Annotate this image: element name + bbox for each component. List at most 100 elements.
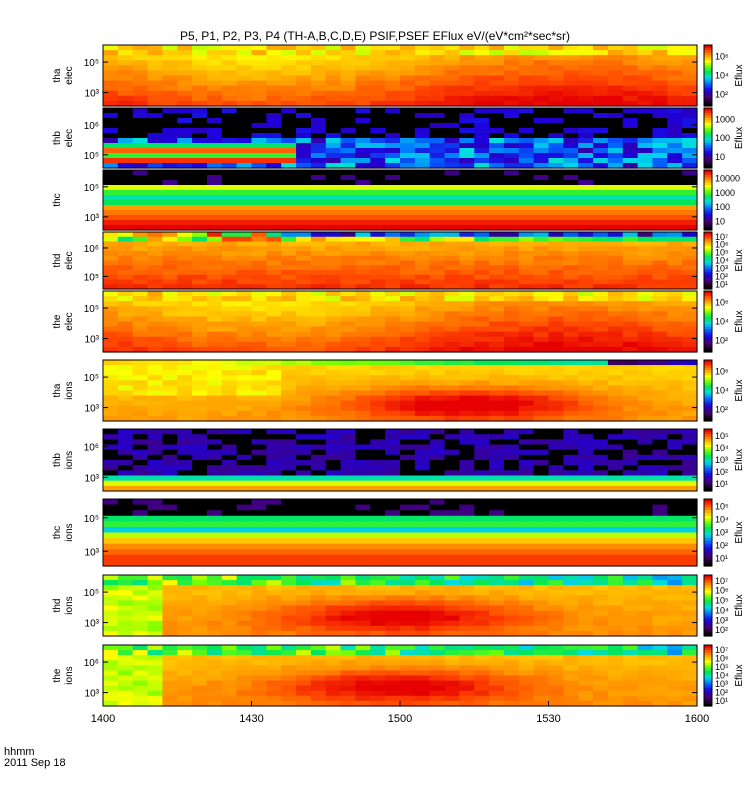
heatmap-cell [177, 360, 193, 366]
heatmap-cell [682, 255, 698, 262]
heatmap-cell [325, 284, 342, 290]
heatmap-cell [236, 434, 253, 440]
heatmap-cell [325, 475, 342, 482]
heatmap-cell [325, 50, 342, 56]
heatmap-cell [117, 175, 134, 181]
heatmap-cell [221, 100, 238, 107]
heatmap-cell [281, 400, 297, 407]
heatmap-cell [548, 301, 564, 307]
heatmap-cell [162, 346, 178, 353]
heatmap-cell [206, 460, 223, 466]
heatmap-cell [533, 390, 550, 397]
heatmap-cell [607, 50, 624, 56]
heatmap-cell [296, 246, 312, 252]
heatmap-cell [682, 75, 698, 82]
heatmap-cell [103, 175, 119, 181]
colorbar-swatch [704, 98, 712, 102]
heatmap-cell [414, 650, 431, 656]
heatmap-cell [607, 620, 624, 627]
heatmap-cell [563, 279, 579, 285]
heatmap-cell [578, 190, 594, 196]
heatmap-cell [593, 605, 609, 612]
heatmap-cell [459, 210, 475, 216]
colorbar-tick-label: 10² [715, 271, 728, 281]
colorbar-frame [703, 428, 713, 492]
heatmap-cell [667, 365, 683, 371]
heatmap-cell [578, 385, 594, 392]
heatmap-cell [385, 370, 401, 376]
heatmap-cell [503, 434, 520, 440]
heatmap-cell [370, 301, 386, 307]
colorbar-swatch [704, 429, 712, 433]
heatmap-cell [266, 128, 282, 134]
heatmap-cell [355, 195, 371, 201]
heatmap-cell [667, 660, 683, 666]
heatmap-cell [103, 232, 119, 238]
heatmap-cell [667, 665, 683, 672]
heatmap-cell [162, 460, 178, 466]
heatmap-cell [103, 246, 119, 252]
heatmap-cell [162, 50, 178, 56]
colorbar-swatch [704, 602, 712, 607]
heatmap-cell [474, 532, 490, 539]
heatmap-cell [637, 660, 654, 666]
heatmap-cell [593, 232, 609, 238]
heatmap-cell [281, 170, 297, 176]
heatmap-cell [177, 645, 193, 651]
heatmap-cell [355, 475, 371, 482]
heatmap-cell [667, 175, 683, 181]
heatmap-cell [385, 499, 401, 506]
heatmap-cell [637, 210, 654, 216]
heatmap-cell [370, 449, 386, 456]
heatmap-cell [206, 190, 223, 196]
colorbar-tick-label: 10⁷ [715, 232, 728, 242]
heatmap-cell [162, 270, 178, 276]
heatmap-cell [385, 133, 401, 139]
heatmap-cell [489, 321, 505, 328]
heatmap-cell [563, 554, 579, 562]
heatmap-cell [281, 232, 297, 238]
heatmap-cell [682, 560, 698, 567]
heatmap-cell [162, 301, 178, 307]
heatmap-cell [518, 670, 535, 677]
heatmap-cell [637, 180, 654, 186]
heatmap-cell [652, 80, 668, 87]
heatmap-cell [607, 215, 624, 221]
heatmap-cell [177, 148, 193, 154]
heatmap-cell [281, 585, 297, 591]
heatmap-cell [117, 449, 134, 456]
colorbar-swatch [704, 585, 712, 589]
heatmap-cell [325, 526, 342, 534]
heatmap-cell [400, 316, 416, 323]
heatmap-cell [251, 148, 267, 154]
heatmap-cell [444, 554, 460, 562]
heatmap-cell [667, 190, 683, 196]
heatmap-cell [192, 50, 208, 56]
heatmap-cell [503, 415, 520, 422]
heatmap-cell [340, 499, 357, 506]
heatmap-cell [385, 123, 401, 129]
heatmap-cell [355, 296, 371, 302]
heatmap-cell [563, 236, 579, 243]
heatmap-cell [518, 532, 535, 539]
heatmap-cell [266, 232, 282, 238]
heatmap-cell [578, 360, 594, 366]
heatmap-cell [370, 410, 386, 417]
heatmap-cell [177, 480, 193, 487]
heatmap-cell [444, 515, 460, 522]
heatmap-cell [682, 650, 698, 656]
heatmap-cell [370, 45, 386, 51]
heatmap-cell [563, 274, 579, 281]
colorbar-swatch [704, 510, 712, 514]
heatmap-cell [296, 251, 312, 257]
heatmap-cell [132, 123, 149, 129]
heatmap-cell [370, 395, 386, 402]
heatmap-cell [206, 521, 223, 528]
heatmap-cell [251, 158, 267, 164]
heatmap-cell [192, 590, 208, 596]
heatmap-cell [682, 148, 698, 154]
heatmap-cell [266, 526, 282, 534]
heatmap-cell [296, 75, 312, 82]
colorbar-swatch [704, 329, 712, 333]
